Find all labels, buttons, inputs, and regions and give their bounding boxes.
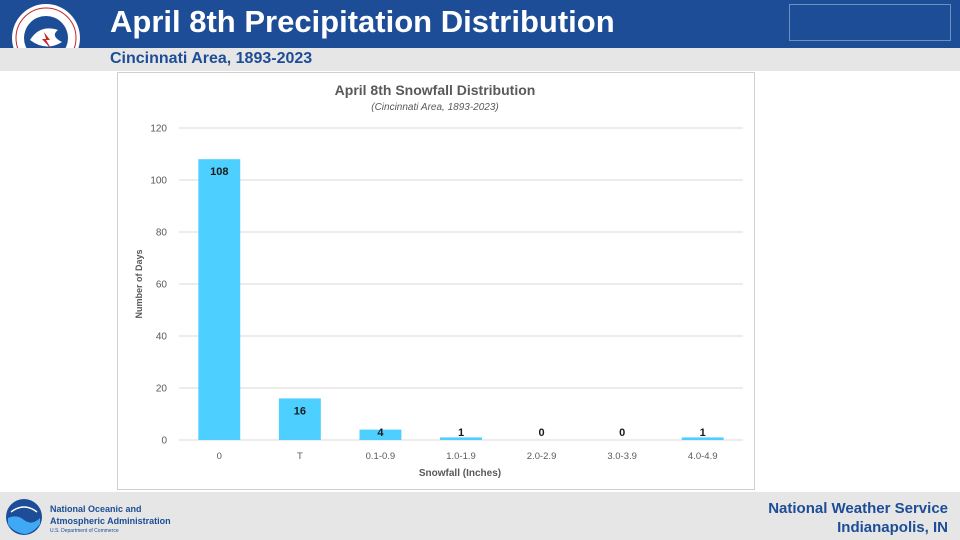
- footer-bar: [0, 492, 960, 540]
- x-tick-label: 3.0-3.9: [607, 451, 637, 462]
- data-label: 4: [377, 427, 384, 439]
- data-label: 1: [700, 427, 706, 439]
- x-axis-label: Snowfall (Inches): [419, 468, 501, 479]
- y-tick-label: 60: [156, 280, 168, 291]
- y-axis-label: Number of Days: [134, 249, 144, 318]
- data-label: 0: [539, 427, 545, 439]
- bar-0: [198, 159, 241, 440]
- x-tick-label: 4.0-4.9: [688, 451, 718, 462]
- y-tick-label: 0: [161, 436, 167, 447]
- bar-4.0-4.9: [681, 437, 724, 440]
- noaa-department: U.S. Department of Commerce: [50, 528, 119, 534]
- data-label: 0: [619, 427, 625, 439]
- y-tick-label: 20: [156, 384, 168, 395]
- bar-T: [278, 398, 321, 440]
- x-tick-label: T: [297, 451, 303, 462]
- y-tick-label: 120: [150, 124, 167, 135]
- snowfall-bar-chart: 0 20 40 60 80 100 120 108 0 16 T 4 0.1-0.9 1 1.0-1.9 0 2…: [134, 82, 743, 479]
- chart-subtitle: (Cincinnati Area, 1893-2023): [371, 102, 498, 113]
- noaa-logo-icon: [6, 499, 42, 535]
- nws-office-name: National Weather Service: [768, 500, 948, 517]
- noaa-name-line1: National Oceanic and: [50, 504, 142, 514]
- x-tick-label: 0: [217, 451, 222, 462]
- data-label: 108: [210, 166, 228, 178]
- x-tick-label: 1.0-1.9: [446, 451, 476, 462]
- data-label: 16: [294, 405, 306, 417]
- bar-0.1-0.9: [359, 429, 402, 440]
- page-subtitle: Cincinnati Area, 1893-2023: [110, 50, 313, 67]
- subtitle-bar: [0, 48, 960, 71]
- data-label: 1: [458, 427, 464, 439]
- y-tick-label: 40: [156, 332, 168, 343]
- y-tick-label: 80: [156, 228, 168, 239]
- nws-office-location: Indianapolis, IN: [837, 519, 948, 536]
- x-tick-label: 2.0-2.9: [527, 451, 557, 462]
- header-placeholder-box: [789, 4, 951, 41]
- page-title: April 8th Precipitation Distribution: [110, 4, 615, 39]
- x-tick-label: 0.1-0.9: [366, 451, 396, 462]
- bar-1.0-1.9: [440, 437, 482, 440]
- y-tick-label: 100: [150, 176, 167, 187]
- noaa-name-line2: Atmospheric Administration: [50, 516, 171, 526]
- chart-title: April 8th Snowfall Distribution: [335, 82, 536, 98]
